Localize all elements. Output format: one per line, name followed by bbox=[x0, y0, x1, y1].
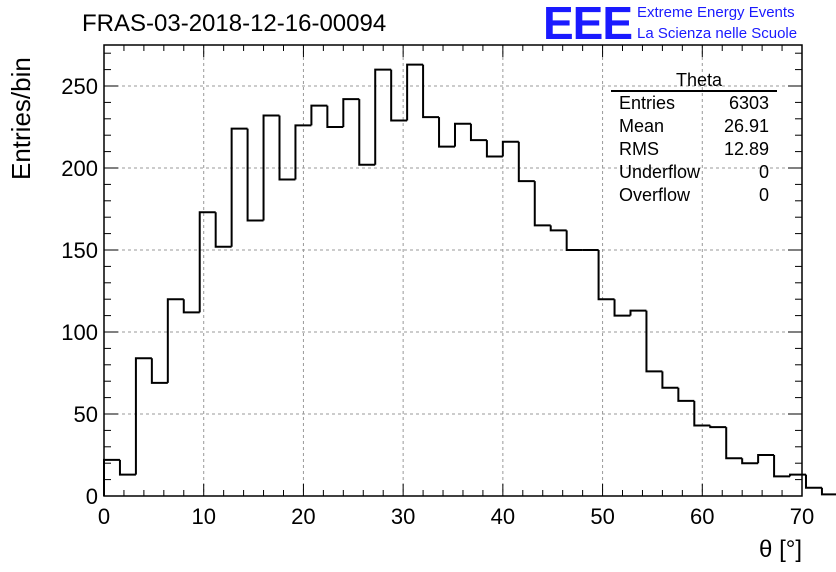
x-tick-label: 60 bbox=[690, 504, 714, 529]
histogram-bin bbox=[150, 358, 168, 384]
histogram-bin bbox=[645, 310, 663, 373]
histogram-bin bbox=[549, 225, 567, 232]
histogram-bin bbox=[262, 114, 280, 221]
histogram-bin bbox=[597, 250, 615, 301]
logo-line-2: La Scienza nelle Scuole bbox=[637, 25, 798, 42]
histogram-bin bbox=[342, 98, 360, 127]
histogram-bin bbox=[613, 299, 631, 317]
histogram-bin bbox=[103, 458, 120, 496]
stats-row-entries: Entries 6303 bbox=[611, 92, 777, 115]
histogram-bin bbox=[166, 298, 184, 383]
x-axis-label: θ [°] bbox=[759, 536, 802, 563]
x-tick-label: 50 bbox=[590, 504, 614, 529]
stats-value: 6303 bbox=[728, 93, 769, 113]
histogram-bin bbox=[358, 99, 376, 166]
x-tick-label: 0 bbox=[98, 504, 110, 529]
histogram-bin bbox=[629, 309, 647, 316]
y-axis-label: Entries/bin bbox=[6, 57, 36, 180]
y-tick-label: 0 bbox=[86, 484, 98, 509]
histogram-bin bbox=[438, 117, 455, 148]
histogram-bin bbox=[214, 212, 232, 248]
stats-value: 26.91 bbox=[723, 116, 769, 136]
histogram-bin bbox=[741, 458, 759, 465]
stats-value: 12.89 bbox=[723, 139, 769, 159]
histogram-bin bbox=[804, 474, 822, 489]
histogram-bin bbox=[422, 64, 440, 119]
histogram-bin bbox=[485, 140, 503, 158]
stats-row-rms: RMS 12.89 bbox=[611, 138, 777, 161]
stats-row-mean: Mean 26.91 bbox=[611, 115, 777, 138]
histogram-bin bbox=[374, 68, 392, 165]
histogram-bin bbox=[533, 181, 551, 227]
histogram-bin bbox=[693, 400, 711, 427]
histogram-bin bbox=[182, 299, 200, 314]
histogram-bin bbox=[278, 115, 296, 181]
stats-value: 0 bbox=[758, 162, 769, 182]
stats-row-underflow: Underflow 0 bbox=[611, 161, 777, 184]
histogram-bin bbox=[230, 127, 248, 247]
histogram-bin bbox=[565, 230, 583, 251]
histogram-bin bbox=[820, 487, 836, 496]
histogram-bin bbox=[725, 427, 743, 460]
histogram-bin bbox=[390, 69, 408, 122]
stats-box: Theta Entries 6303 Mean 26.91 RMS 12.89 Und… bbox=[611, 70, 777, 207]
y-tick-label: 150 bbox=[61, 238, 98, 263]
histogram-bin bbox=[118, 459, 136, 476]
stats-title: Theta bbox=[611, 70, 777, 92]
histogram-bin bbox=[501, 140, 519, 157]
histogram-bin bbox=[453, 122, 471, 147]
histogram-bin bbox=[677, 387, 695, 402]
stats-label: Overflow bbox=[619, 185, 691, 205]
y-tick-label: 250 bbox=[61, 74, 98, 99]
x-tick-label: 70 bbox=[790, 504, 814, 529]
histogram-bin bbox=[469, 123, 487, 142]
histogram-bin bbox=[757, 454, 775, 464]
histogram-bin bbox=[709, 425, 727, 429]
eee-logo: EEE bbox=[543, 0, 633, 49]
plot-frame bbox=[103, 44, 803, 497]
stats-value: 0 bbox=[758, 185, 769, 205]
histogram-bin bbox=[246, 128, 264, 222]
histogram-bin bbox=[310, 104, 328, 126]
histogram-bin bbox=[517, 141, 535, 183]
logo-line-1: Extreme Energy Events bbox=[637, 4, 795, 21]
histogram-bin bbox=[134, 357, 152, 475]
chart-title: FRAS-03-2018-12-16-00094 bbox=[82, 10, 387, 37]
histogram-bin bbox=[789, 473, 806, 477]
x-tick-label: 10 bbox=[191, 504, 215, 529]
x-tick-label: 20 bbox=[291, 504, 315, 529]
histogram-bin bbox=[406, 63, 424, 121]
stats-row-overflow: Overflow 0 bbox=[611, 184, 777, 207]
stats-label: Mean bbox=[619, 116, 665, 136]
histogram-bin bbox=[294, 124, 312, 180]
y-tick-label: 100 bbox=[61, 320, 98, 345]
histogram-bin bbox=[661, 371, 679, 389]
histogram-bin bbox=[326, 105, 344, 128]
y-tick-label: 200 bbox=[61, 156, 98, 181]
x-tick-label: 30 bbox=[391, 504, 415, 529]
y-tick-label: 50 bbox=[74, 402, 98, 427]
histogram-bin bbox=[773, 455, 791, 478]
histogram-bin bbox=[198, 211, 216, 313]
stats-label: Underflow bbox=[619, 162, 701, 182]
x-tick-label: 40 bbox=[491, 504, 515, 529]
stats-label: RMS bbox=[619, 139, 659, 159]
stats-label: Entries bbox=[619, 93, 676, 113]
